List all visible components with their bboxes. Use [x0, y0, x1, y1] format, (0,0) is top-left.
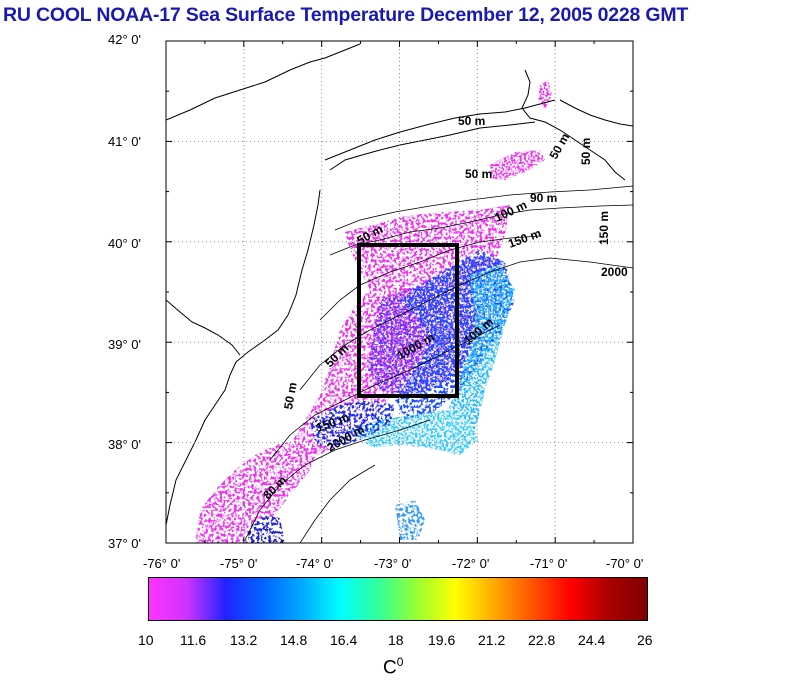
isobaths: [244, 185, 633, 543]
colorbar-tick-label: 22.8: [528, 632, 556, 648]
contour-label: 150 m: [506, 226, 543, 251]
colorbar-tick-label: 11.6: [180, 632, 207, 648]
lon-label: -74° 0': [296, 556, 334, 571]
colorbar-tick-label: 26: [637, 632, 653, 648]
lon-label: -73° 0': [374, 556, 412, 571]
axis-ticks: [165, 40, 634, 544]
lat-label: 42° 0': [108, 32, 141, 47]
colorbar-tick-label: 18: [388, 632, 404, 648]
contour-label: 50 m: [458, 114, 485, 128]
lon-label: -76° 0': [143, 556, 181, 571]
contour-label: 150 m: [597, 211, 611, 245]
contour-label: 90 m: [530, 191, 557, 205]
contour-labels: 50 m 50 m 50 m 90 m 100 m 150 m 2000 150…: [260, 114, 628, 502]
colorbar-tick-label: 14.8: [280, 632, 308, 648]
map-title: RU COOL NOAA-17 Sea Surface Temperature …: [3, 4, 689, 26]
contour-label: 50 m: [465, 167, 492, 181]
colorbar-unit: C0: [383, 655, 403, 679]
contour-label: 2000: [601, 265, 628, 279]
lon-label: -71° 0': [530, 556, 568, 571]
contour-label: 100 m: [492, 198, 529, 225]
colorbar-tick-label: 24.4: [578, 632, 606, 648]
lon-label: -72° 0': [452, 556, 490, 571]
sst-south-patch: [195, 440, 320, 543]
colorbar-unit-letter: C: [383, 657, 397, 679]
lat-label: 40° 0': [108, 236, 141, 251]
lat-label: 39° 0': [108, 337, 141, 352]
contour-label: 50 m: [579, 138, 593, 165]
colorbar-tick-label: 13.2: [230, 632, 258, 648]
lat-label: 37° 0': [108, 536, 141, 551]
lon-label: -75° 0': [220, 556, 258, 571]
colorbar-unit-sup: 0: [396, 655, 404, 669]
lon-label: -70° 0': [606, 556, 644, 571]
colorbar-tick-label: 10: [138, 632, 154, 648]
colorbar-tick-label: 16.4: [330, 632, 358, 648]
sst-north-patch: [490, 80, 552, 180]
coastline: [166, 43, 633, 526]
colorbar: [148, 577, 648, 621]
contour-label: 50 m: [281, 381, 300, 410]
study-area-box: [357, 243, 459, 398]
colorbar-tick-label: 19.6: [428, 632, 456, 648]
lat-label: 38° 0': [108, 437, 141, 452]
lat-label: 41° 0': [108, 134, 141, 149]
colorbar-tick-label: 21.2: [478, 632, 506, 648]
sst-blue-lower: [310, 400, 425, 540]
